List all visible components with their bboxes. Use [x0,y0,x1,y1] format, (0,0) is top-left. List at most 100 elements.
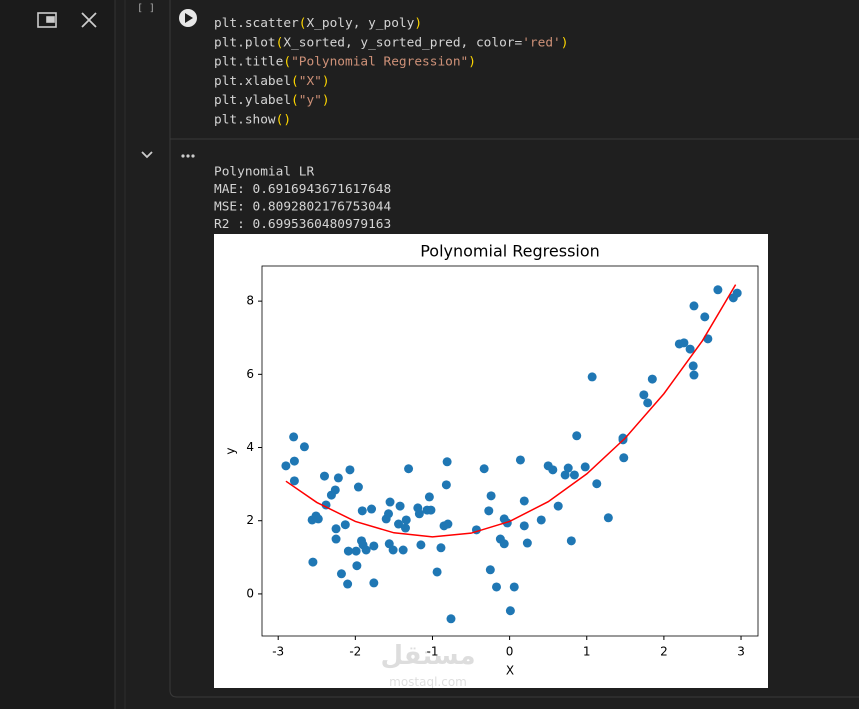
point [713,285,723,295]
y-axis-label: y [224,447,238,454]
point [519,496,529,506]
point [416,540,426,550]
point [367,504,377,514]
chart-title: Polynomial Regression [420,242,600,261]
point [384,509,394,519]
point [413,503,423,513]
x-tick-label: -2 [349,645,361,659]
run-button[interactable] [179,9,197,27]
point [361,545,371,555]
point [289,476,299,486]
point [442,457,452,467]
point [647,374,657,384]
point [485,565,495,575]
point [732,288,742,298]
point [580,462,590,472]
code-line: plt.title("Polynomial Regression") [214,54,476,69]
point [289,456,299,466]
point [299,442,309,452]
point [351,546,361,556]
point [509,582,519,592]
point [331,534,341,544]
point [639,390,649,400]
output-line: MAE: 0.6916943671617648 [214,182,391,197]
x-axis-label: X [506,664,514,678]
point [395,501,405,511]
y-tick-label: 4 [246,440,254,454]
point [569,470,579,480]
plot-image [214,234,768,688]
point [560,470,570,480]
point [400,523,410,533]
close-icon[interactable] [81,12,97,28]
point [369,541,379,551]
point [679,338,689,348]
x-tick-label: -3 [272,645,284,659]
point [426,505,436,515]
x-tick-label: 1 [583,645,591,659]
point [619,453,629,463]
y-tick-label: 8 [246,294,254,308]
point [587,372,597,382]
point [385,497,395,507]
point [404,464,414,474]
collapse-icon[interactable] [141,151,153,159]
point [519,521,529,531]
point [388,545,398,555]
point [603,513,613,523]
y-tick-label: 0 [246,586,254,600]
point [563,463,573,473]
point [548,465,558,475]
code: plt.scatter(X_poly, y_poly) plt.plot(X_so… [214,16,568,128]
point [685,344,695,354]
point [689,370,699,380]
output: Polynomial LR MAE: 0.6916943671617648 MSE:… [214,165,391,233]
point [441,480,451,490]
point [592,479,602,489]
x-tick-label: 3 [737,645,745,659]
more-icon[interactable] [181,154,195,158]
code-line: plt.show() [214,112,291,127]
code-line: plt.plot(X_sorted, y_sorted_pred, color=… [214,35,568,50]
watermark: mostaql.com [389,675,467,689]
output-line: Polynomial LR [214,165,314,180]
point [443,519,453,529]
output-line: R2 : 0.6995360480979163 [214,217,391,232]
point [553,501,563,511]
point [643,398,653,408]
point [343,579,353,589]
axes-frame [261,265,759,637]
point [369,578,379,588]
point [333,473,343,483]
point [281,461,291,471]
y-tick-label: 6 [246,367,254,381]
point [432,567,442,577]
x-tick-label: 2 [660,645,668,659]
point [394,519,404,529]
chart: Polynomial Regression Xy -3 -2 -1 0 1 2 3 0 2 4 6 8 [224,242,759,678]
output-line: MSE: 0.8092802176753044 [214,200,391,215]
x-tick-label: -1 [426,645,438,659]
point [319,471,329,481]
point [289,432,299,442]
point [486,491,496,501]
fit-line [285,284,737,538]
point [479,464,489,474]
point [357,506,367,516]
x-tick-label: 0 [506,645,514,659]
code-line: plt.ylabel("y") [214,93,330,108]
point [353,482,363,492]
point [688,361,698,371]
point [515,455,525,465]
point [331,524,341,534]
point [446,614,456,624]
watermark: مستقل [380,641,475,671]
point [700,312,710,322]
point [436,543,446,553]
point [340,520,350,530]
point [313,514,323,524]
window-icon[interactable] [37,12,57,28]
point [343,546,353,556]
code-line: plt.xlabel("X") [214,73,330,88]
